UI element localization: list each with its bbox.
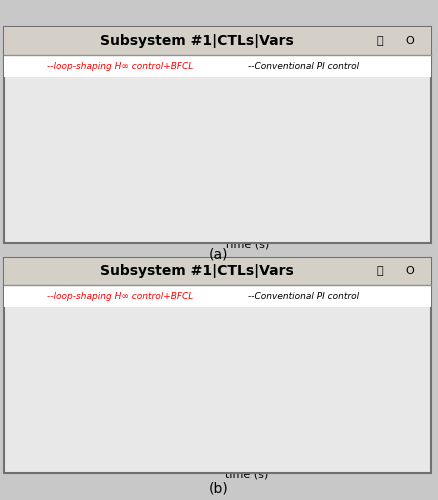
- Text: O: O: [406, 266, 414, 276]
- Text: Subsystem #1|CTLs|Vars: Subsystem #1|CTLs|Vars: [100, 264, 293, 278]
- Text: ⓘ: ⓘ: [377, 266, 384, 276]
- Text: (a): (a): [209, 247, 229, 261]
- Text: --Conventional PI control: --Conventional PI control: [248, 62, 359, 70]
- Text: --loop-shaping H∞ control+BFCL: --loop-shaping H∞ control+BFCL: [47, 62, 193, 70]
- Text: O: O: [406, 36, 414, 46]
- Y-axis label: Electrical torque of OWF (pu): Electrical torque of OWF (pu): [34, 311, 42, 442]
- Text: Subsystem #1|CTLs|Vars: Subsystem #1|CTLs|Vars: [100, 34, 293, 48]
- X-axis label: Time (s): Time (s): [224, 240, 269, 250]
- Text: --Conventional PI control: --Conventional PI control: [248, 292, 359, 300]
- Text: ⓘ: ⓘ: [377, 36, 384, 46]
- Text: --loop-shaping H∞ control+BFCL: --loop-shaping H∞ control+BFCL: [47, 292, 193, 300]
- Y-axis label: DC-link voltage of DFIG (pu): DC-link voltage of DFIG (pu): [32, 84, 42, 210]
- X-axis label: time (s): time (s): [225, 470, 268, 480]
- Text: (b): (b): [209, 482, 229, 496]
